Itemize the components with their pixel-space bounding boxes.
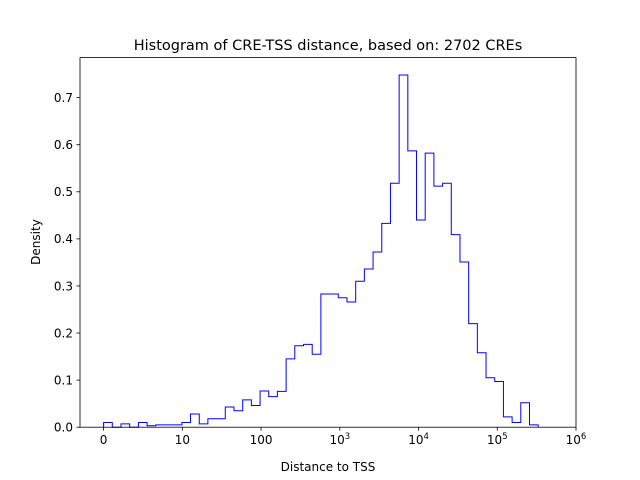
histogram-bin	[434, 186, 443, 427]
histogram-bin	[260, 391, 269, 427]
y-tick-label: 0.3	[54, 279, 73, 293]
histogram-bin	[251, 406, 260, 428]
histogram-bin	[512, 422, 521, 427]
chart-title: Histogram of CRE-TSS distance, based on:…	[134, 38, 523, 54]
y-tick-label: 0.5	[54, 185, 73, 199]
histogram-bin	[495, 382, 504, 428]
x-tick-label: 106	[566, 432, 587, 447]
histogram-bin	[469, 324, 478, 428]
histogram-bin	[460, 262, 469, 427]
histogram-bin	[503, 417, 512, 427]
histogram-bin	[399, 75, 408, 427]
y-tick-label: 0.4	[54, 232, 73, 246]
y-tick-label: 0.2	[54, 326, 73, 340]
histogram-bin	[321, 294, 330, 427]
x-tick-label: 103	[329, 432, 350, 447]
histogram-bin	[347, 302, 356, 427]
y-tick-label: 0.0	[54, 421, 73, 435]
histogram-bin	[208, 419, 217, 427]
y-tick-label: 0.7	[54, 91, 73, 105]
histogram-bin	[304, 344, 313, 427]
y-tick-label: 0.1	[54, 373, 73, 387]
histogram-marks	[103, 74, 539, 428]
histogram-bin	[243, 400, 252, 427]
histogram-bin	[286, 359, 295, 427]
histogram-bin	[330, 294, 339, 427]
histogram-bin	[234, 411, 243, 427]
histogram-bin	[373, 252, 382, 427]
histogram-bin	[121, 424, 130, 427]
histogram-bin	[486, 378, 495, 427]
histogram-bin	[312, 354, 321, 427]
histogram-bin	[338, 298, 347, 427]
x-tick-label: 105	[487, 432, 508, 447]
plot-frame	[79, 57, 577, 428]
histogram-bin	[477, 353, 486, 427]
histogram-bin	[425, 153, 434, 427]
histogram-step-line	[103, 74, 539, 428]
histogram-bin	[417, 220, 426, 427]
histogram-bin	[521, 403, 530, 427]
histogram-bin	[443, 183, 452, 427]
x-tick-label: 104	[408, 432, 429, 447]
histogram-bin	[390, 183, 399, 427]
histogram-bin	[225, 407, 234, 427]
histogram-bin	[269, 397, 278, 428]
histogram-bin	[217, 419, 226, 427]
histogram-bin	[408, 151, 417, 427]
y-axis-ticks: 0.0 0.1 0.2 0.3 0.4 0.5 0.6 0.7	[54, 91, 80, 435]
y-tick-label: 0.6	[54, 138, 73, 152]
x-tick-label: 0	[100, 433, 108, 447]
histogram-bin	[277, 391, 286, 427]
x-axis-label: Distance to TSS	[281, 460, 376, 474]
x-tick-label: 100	[250, 433, 273, 447]
histogram-bin	[364, 269, 373, 427]
histogram-bin	[104, 422, 113, 427]
histogram-bin	[382, 223, 391, 427]
y-axis-label: Density	[29, 219, 43, 265]
histogram-bin	[182, 422, 191, 427]
histogram-bin	[295, 346, 304, 427]
histogram-bin	[138, 422, 147, 427]
x-tick-label: 10	[175, 433, 190, 447]
histogram-bin	[356, 281, 365, 427]
histogram-bin	[199, 424, 208, 427]
histogram-bin	[191, 414, 200, 427]
histogram-bin	[451, 235, 460, 428]
plot-area	[80, 57, 576, 428]
x-axis-ticks: 0 10 100 103 104 105 106	[100, 427, 587, 447]
